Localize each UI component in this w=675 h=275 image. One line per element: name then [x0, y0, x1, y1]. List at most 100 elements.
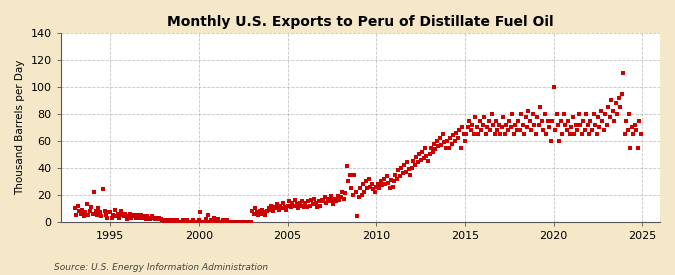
Point: [298, 205, 309, 209]
Point: [584, 132, 595, 136]
Point: [174, 219, 185, 224]
Point: [520, 114, 531, 119]
Point: [179, 219, 190, 224]
Point: [143, 216, 154, 220]
Point: [404, 167, 414, 171]
Point: [349, 172, 360, 177]
Point: [454, 128, 464, 132]
Point: [608, 109, 618, 113]
Point: [467, 122, 478, 127]
Point: [362, 186, 373, 190]
Point: [495, 132, 506, 136]
Point: [353, 195, 364, 200]
Point: [482, 125, 493, 130]
Point: [405, 172, 416, 177]
Point: [448, 133, 458, 138]
Point: [128, 214, 139, 219]
Point: [273, 207, 284, 212]
Point: [151, 216, 161, 220]
Point: [483, 119, 494, 123]
Point: [102, 216, 113, 220]
Point: [256, 211, 267, 216]
Point: [358, 182, 369, 186]
Point: [332, 194, 343, 198]
Point: [115, 209, 126, 213]
Point: [411, 155, 422, 159]
Point: [306, 198, 317, 202]
Point: [429, 141, 439, 146]
Point: [182, 218, 192, 222]
Point: [408, 159, 418, 163]
Point: [606, 98, 617, 103]
Point: [425, 145, 436, 150]
Point: [516, 112, 526, 116]
Point: [493, 122, 504, 127]
Point: [304, 203, 315, 208]
Point: [543, 119, 554, 123]
Point: [134, 216, 145, 220]
Point: [421, 153, 432, 158]
Point: [108, 213, 119, 217]
Point: [424, 152, 435, 156]
Point: [230, 219, 241, 224]
Point: [553, 122, 564, 127]
Point: [211, 219, 222, 224]
Point: [188, 218, 198, 222]
Point: [215, 219, 225, 224]
Point: [109, 207, 120, 212]
Point: [248, 211, 259, 216]
Point: [282, 203, 293, 208]
Point: [254, 209, 265, 213]
Point: [159, 218, 170, 222]
Point: [227, 219, 238, 224]
Point: [513, 119, 524, 123]
Point: [352, 214, 362, 219]
Point: [229, 219, 240, 224]
Point: [267, 209, 278, 213]
Point: [569, 132, 580, 136]
Point: [609, 119, 620, 123]
Point: [477, 122, 488, 127]
Point: [169, 218, 180, 222]
Point: [442, 139, 453, 143]
Point: [400, 170, 411, 174]
Point: [427, 149, 438, 154]
Point: [186, 219, 197, 224]
Point: [83, 213, 94, 217]
Point: [380, 182, 391, 186]
Point: [522, 125, 533, 130]
Point: [132, 213, 142, 217]
Point: [204, 219, 215, 224]
Point: [113, 211, 124, 216]
Point: [344, 172, 355, 177]
Point: [418, 156, 429, 161]
Point: [541, 132, 551, 136]
Point: [360, 179, 371, 183]
Point: [176, 219, 187, 224]
Point: [486, 112, 497, 116]
Point: [213, 217, 223, 221]
Point: [244, 219, 254, 224]
Point: [356, 192, 367, 197]
Point: [414, 152, 425, 156]
Point: [167, 219, 178, 224]
Point: [70, 206, 80, 210]
Point: [145, 217, 156, 221]
Point: [199, 219, 210, 224]
Point: [269, 205, 279, 209]
Point: [363, 176, 374, 181]
Point: [451, 131, 462, 135]
Point: [87, 211, 98, 216]
Point: [219, 219, 230, 224]
Point: [343, 179, 354, 183]
Point: [529, 122, 540, 127]
Point: [626, 125, 637, 130]
Point: [111, 214, 122, 219]
Point: [140, 217, 151, 221]
Point: [430, 147, 441, 151]
Point: [549, 128, 560, 132]
Point: [375, 179, 386, 183]
Point: [312, 205, 323, 209]
Point: [612, 112, 622, 116]
Point: [492, 128, 503, 132]
